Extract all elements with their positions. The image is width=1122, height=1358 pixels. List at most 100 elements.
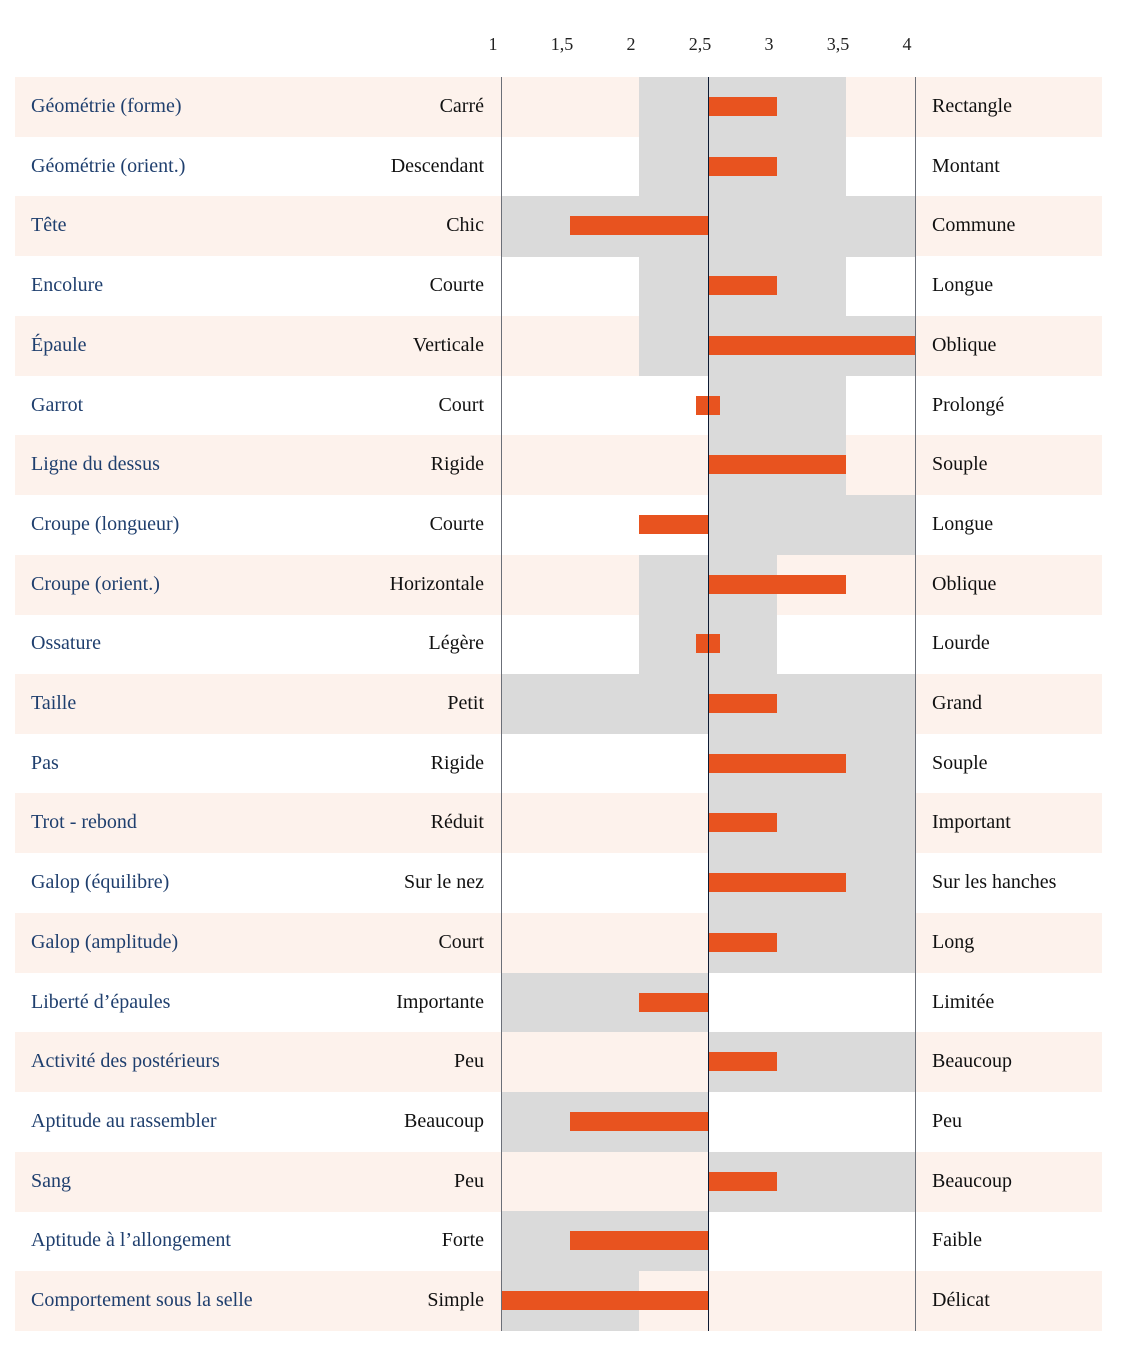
value-bar bbox=[708, 455, 846, 475]
row-label: Épaule bbox=[31, 333, 87, 356]
right-pole-label: Limitée bbox=[932, 990, 995, 1013]
x-tick-label: 2,5 bbox=[688, 34, 712, 54]
chart-row: Galop (amplitude) Court Long bbox=[15, 912, 1102, 973]
row-label: Activité des postérieurs bbox=[31, 1050, 220, 1073]
row-label: Croupe (orient.) bbox=[31, 572, 160, 595]
right-pole-label: Faible bbox=[932, 1229, 982, 1252]
right-pole-label: Longue bbox=[932, 274, 994, 297]
row-label: Ossature bbox=[31, 632, 101, 655]
right-pole-label: Longue bbox=[932, 512, 994, 535]
chart-row: Encolure Courte Longue bbox=[15, 256, 1102, 316]
row-label: Sang bbox=[31, 1169, 71, 1192]
x-tick-label: 4 bbox=[902, 34, 912, 54]
left-pole-label: Rigide bbox=[430, 453, 484, 476]
left-pole-label: Peu bbox=[454, 1050, 484, 1073]
value-bar bbox=[708, 1171, 777, 1191]
row-label: Croupe (longueur) bbox=[31, 512, 180, 535]
left-pole-label: Court bbox=[438, 930, 484, 953]
value-bar bbox=[695, 395, 721, 415]
chart-row: Croupe (longueur) Courte Longue bbox=[15, 495, 1102, 555]
left-pole-label: Courte bbox=[429, 512, 484, 535]
x-tick-label: 2 bbox=[626, 34, 636, 54]
value-bar bbox=[708, 694, 777, 713]
value-bar bbox=[708, 753, 846, 773]
row-label: Liberté d’épaules bbox=[31, 990, 171, 1013]
value-bar bbox=[570, 1111, 708, 1131]
right-pole-label: Oblique bbox=[932, 572, 997, 595]
value-bar bbox=[501, 1291, 708, 1310]
range-band bbox=[708, 494, 915, 556]
value-bar bbox=[639, 992, 708, 1012]
chart-row: Pas Rigide Souple bbox=[15, 734, 1102, 794]
left-pole-label: Sur le nez bbox=[404, 871, 484, 894]
chart-row: Activité des postérieurs Peu Beaucoup bbox=[15, 1032, 1102, 1093]
row-label: Géométrie (forme) bbox=[31, 95, 182, 117]
row-label: Aptitude à l’allongement bbox=[31, 1229, 231, 1252]
chart-row: Géométrie (orient.) Descendant Montant bbox=[15, 137, 1102, 197]
row-label: Taille bbox=[31, 692, 77, 714]
left-pole-label: Forte bbox=[441, 1229, 484, 1252]
value-bar bbox=[708, 276, 777, 296]
left-pole-label: Réduit bbox=[430, 811, 484, 834]
chart-row: Galop (équilibre) Sur le nez Sur les hanch… bbox=[15, 853, 1102, 913]
right-pole-label: Commune bbox=[932, 214, 1016, 237]
chart-row: Garrot Court Prolongé bbox=[15, 376, 1102, 436]
left-pole-label: Peu bbox=[454, 1169, 484, 1192]
row-label: Aptitude au rassembler bbox=[31, 1109, 217, 1132]
row-label: Pas bbox=[31, 751, 59, 774]
x-tick-label: 3 bbox=[764, 34, 774, 54]
chart-row: Trot - rebond Réduit Important bbox=[15, 793, 1102, 854]
row-label: Galop (équilibre) bbox=[31, 871, 170, 894]
chart-row: Sang Peu Beaucoup bbox=[15, 1151, 1102, 1212]
right-pole-label: Délicat bbox=[932, 1289, 990, 1311]
value-bar bbox=[708, 813, 777, 833]
right-pole-label: Prolongé bbox=[932, 393, 1005, 416]
x-tick-label: 3,5 bbox=[826, 34, 850, 54]
left-pole-label: Verticale bbox=[412, 333, 484, 356]
row-label: Comportement sous la selle bbox=[31, 1289, 253, 1311]
axis-line-max bbox=[915, 77, 916, 1331]
value-bar bbox=[570, 216, 708, 236]
value-bar bbox=[708, 156, 777, 176]
right-pole-label: Beaucoup bbox=[932, 1169, 1012, 1192]
value-bar bbox=[708, 1052, 777, 1072]
x-tick-label: 1 bbox=[488, 34, 498, 54]
left-pole-label: Simple bbox=[427, 1289, 484, 1311]
left-pole-label: Beaucoup bbox=[404, 1109, 484, 1132]
left-pole-label: Chic bbox=[446, 214, 484, 237]
row-label: Galop (amplitude) bbox=[31, 930, 179, 953]
right-pole-label: Grand bbox=[932, 692, 982, 714]
chart-row: Croupe (orient.) Horizontale Oblique bbox=[15, 554, 1102, 615]
left-pole-label: Descendant bbox=[390, 154, 484, 177]
value-bar bbox=[639, 514, 708, 534]
range-band bbox=[708, 375, 846, 436]
right-pole-label: Lourde bbox=[932, 632, 990, 655]
row-label: Ligne du dessus bbox=[31, 453, 160, 476]
right-pole-label: Souple bbox=[932, 751, 988, 774]
left-pole-label: Courte bbox=[429, 274, 484, 297]
chart-row: Géométrie (forme) Carré Rectangle bbox=[15, 77, 1102, 137]
value-bar bbox=[570, 1231, 708, 1251]
value-bar bbox=[708, 574, 846, 594]
row-label: Encolure bbox=[31, 274, 104, 297]
right-pole-label: Montant bbox=[932, 154, 1000, 177]
axis-line-min bbox=[501, 77, 502, 1331]
left-pole-label: Importante bbox=[396, 990, 484, 1013]
chart-row: Aptitude à l’allongement Forte Faible bbox=[15, 1211, 1102, 1271]
chart-row: Épaule Verticale Oblique bbox=[15, 315, 1102, 376]
chart-row: Ligne du dessus Rigide Souple bbox=[15, 435, 1102, 496]
value-bar bbox=[708, 873, 846, 893]
chart-row: Liberté d’épaules Importante Limitée bbox=[15, 973, 1102, 1033]
value-bar bbox=[708, 97, 777, 116]
left-pole-label: Horizontale bbox=[389, 572, 484, 595]
chart-row: Aptitude au rassembler Beaucoup Peu bbox=[15, 1092, 1102, 1152]
left-pole-label: Court bbox=[438, 393, 484, 416]
right-pole-label: Peu bbox=[932, 1109, 962, 1132]
right-pole-label: Long bbox=[932, 930, 975, 953]
row-label: Géométrie (orient.) bbox=[31, 154, 186, 177]
row-label: Garrot bbox=[31, 393, 84, 416]
chart-row: Ossature Légère Lourde bbox=[15, 614, 1102, 674]
right-pole-label: Beaucoup bbox=[932, 1050, 1012, 1073]
right-pole-label: Oblique bbox=[932, 333, 997, 356]
